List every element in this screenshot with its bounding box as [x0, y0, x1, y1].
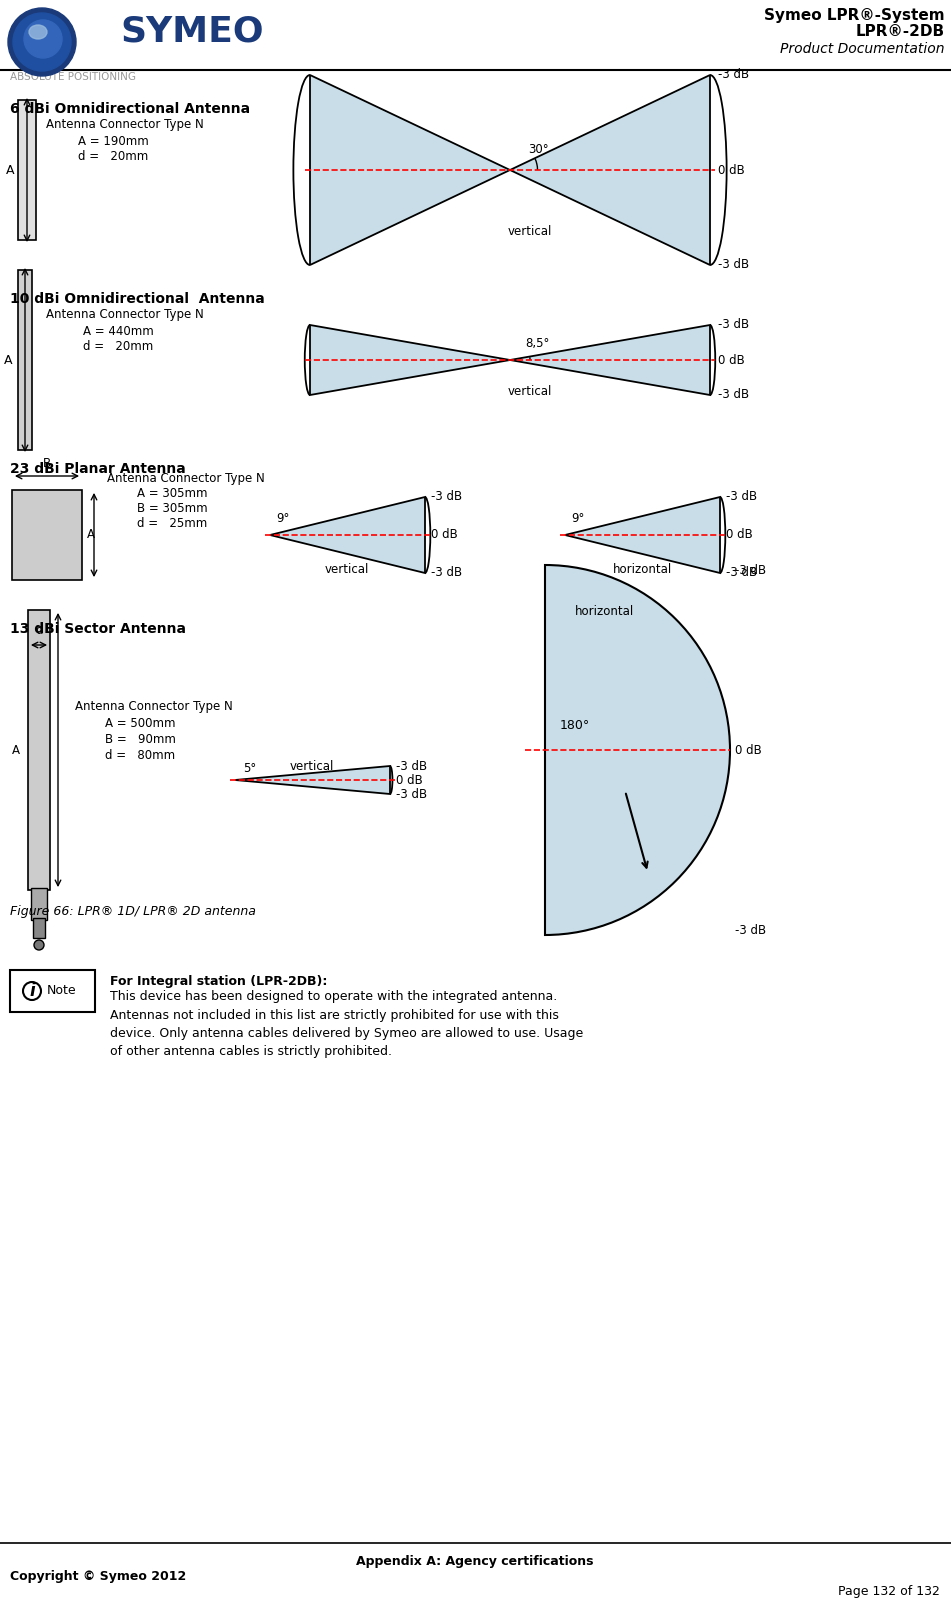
Bar	[33, 917, 45, 938]
Text: 9°: 9°	[571, 511, 584, 526]
Text: 0 dB: 0 dB	[726, 529, 753, 542]
Text: 5°: 5°	[243, 762, 256, 775]
Text: B: B	[43, 457, 51, 470]
Text: -3 dB: -3 dB	[718, 69, 749, 81]
Text: B = 305mm: B = 305mm	[137, 502, 207, 515]
Ellipse shape	[13, 13, 71, 70]
Bar	[31, 888, 47, 920]
Polygon shape	[270, 497, 425, 574]
Text: vertical: vertical	[508, 225, 553, 238]
Text: This device has been designed to operate with the integrated antenna.
Antennas n: This device has been designed to operate…	[110, 991, 583, 1058]
Polygon shape	[310, 75, 510, 265]
Text: vertical: vertical	[325, 562, 369, 575]
Text: A = 190mm: A = 190mm	[78, 134, 148, 149]
Text: d =   25mm: d = 25mm	[137, 518, 207, 531]
Text: i: i	[29, 983, 35, 1000]
Polygon shape	[510, 324, 710, 395]
Text: 30°: 30°	[528, 142, 549, 157]
Text: horizontal: horizontal	[612, 562, 671, 575]
Text: d =   20mm: d = 20mm	[83, 340, 153, 353]
Text: Symeo LPR®-System: Symeo LPR®-System	[765, 8, 945, 22]
Text: Copyright © Symeo 2012: Copyright © Symeo 2012	[10, 1569, 186, 1584]
Text: -3 dB: -3 dB	[718, 259, 749, 272]
Ellipse shape	[34, 940, 44, 949]
Ellipse shape	[29, 26, 47, 38]
Text: Product Documentation: Product Documentation	[781, 42, 945, 56]
Text: LPR®-2DB: LPR®-2DB	[856, 24, 945, 38]
Text: d =   20mm: d = 20mm	[78, 150, 148, 163]
Text: SYMEO: SYMEO	[120, 14, 263, 50]
Text: For Integral station (LPR-2DB):: For Integral station (LPR-2DB):	[110, 975, 327, 988]
Text: -3 dB: -3 dB	[726, 491, 757, 503]
Text: -3 dB: -3 dB	[726, 567, 757, 580]
Text: Page 132 of 132: Page 132 of 132	[838, 1585, 940, 1598]
Text: horizontal: horizontal	[575, 606, 634, 618]
Text: A = 500mm: A = 500mm	[105, 718, 176, 730]
Text: Antenna Connector Type N: Antenna Connector Type N	[46, 308, 204, 321]
Text: -3 dB: -3 dB	[718, 388, 749, 401]
Text: 0 dB: 0 dB	[735, 743, 762, 756]
Polygon shape	[235, 765, 390, 794]
Ellipse shape	[8, 8, 76, 77]
Text: d =   80mm: d = 80mm	[105, 749, 175, 762]
Text: 13 dBi Sector Antenna: 13 dBi Sector Antenna	[10, 622, 186, 636]
Text: d: d	[35, 623, 43, 638]
Polygon shape	[310, 324, 510, 395]
Bar	[18, 270, 32, 451]
Text: 0 dB: 0 dB	[718, 163, 745, 176]
Text: -3 dB: -3 dB	[735, 564, 767, 577]
Text: ABSOLUTE POSITIONING: ABSOLUTE POSITIONING	[10, 72, 136, 81]
Text: Antenna Connector Type N: Antenna Connector Type N	[75, 700, 233, 713]
Text: -3 dB: -3 dB	[396, 759, 427, 772]
Text: -3 dB: -3 dB	[431, 491, 462, 503]
Text: Appendix A: Agency certifications: Appendix A: Agency certifications	[357, 1555, 593, 1568]
Text: Antenna Connector Type N: Antenna Connector Type N	[46, 118, 204, 131]
Text: Figure 66: LPR® 1D/ LPR® 2D antenna: Figure 66: LPR® 1D/ LPR® 2D antenna	[10, 904, 256, 917]
Text: -3 dB: -3 dB	[431, 567, 462, 580]
Text: -3 dB: -3 dB	[718, 318, 749, 331]
Text: 9°: 9°	[276, 511, 289, 526]
Text: 0 dB: 0 dB	[396, 773, 423, 786]
Ellipse shape	[23, 983, 41, 1000]
Text: A: A	[87, 529, 95, 542]
Text: A: A	[4, 353, 12, 366]
Text: Antenna Connector Type N: Antenna Connector Type N	[107, 471, 264, 486]
Text: vertical: vertical	[290, 761, 334, 773]
Text: 0 dB: 0 dB	[718, 353, 745, 366]
Ellipse shape	[24, 21, 62, 58]
Text: 8,5°: 8,5°	[525, 337, 550, 350]
Text: vertical: vertical	[508, 385, 553, 398]
Text: Note: Note	[48, 984, 77, 997]
FancyBboxPatch shape	[10, 970, 95, 1012]
Text: -3 dB: -3 dB	[396, 788, 427, 801]
Polygon shape	[510, 75, 710, 265]
Text: B =   90mm: B = 90mm	[105, 733, 176, 746]
Polygon shape	[565, 497, 720, 574]
Text: A = 305mm: A = 305mm	[137, 487, 207, 500]
Text: 10 dBi Omnidirectional  Antenna: 10 dBi Omnidirectional Antenna	[10, 292, 264, 305]
Text: 6 dBi Omnidirectional Antenna: 6 dBi Omnidirectional Antenna	[10, 102, 250, 117]
Text: -3 dB: -3 dB	[735, 924, 767, 936]
Bar	[18, 101, 36, 240]
Wedge shape	[545, 566, 730, 935]
Text: 180°: 180°	[560, 719, 591, 732]
Text: A: A	[12, 743, 20, 756]
Text: 0 dB: 0 dB	[431, 529, 457, 542]
Text: 23 dBi Planar Antenna: 23 dBi Planar Antenna	[10, 462, 185, 476]
Text: A = 440mm: A = 440mm	[83, 324, 154, 339]
Bar	[12, 491, 82, 580]
Text: A: A	[6, 163, 14, 176]
Bar	[28, 610, 50, 890]
